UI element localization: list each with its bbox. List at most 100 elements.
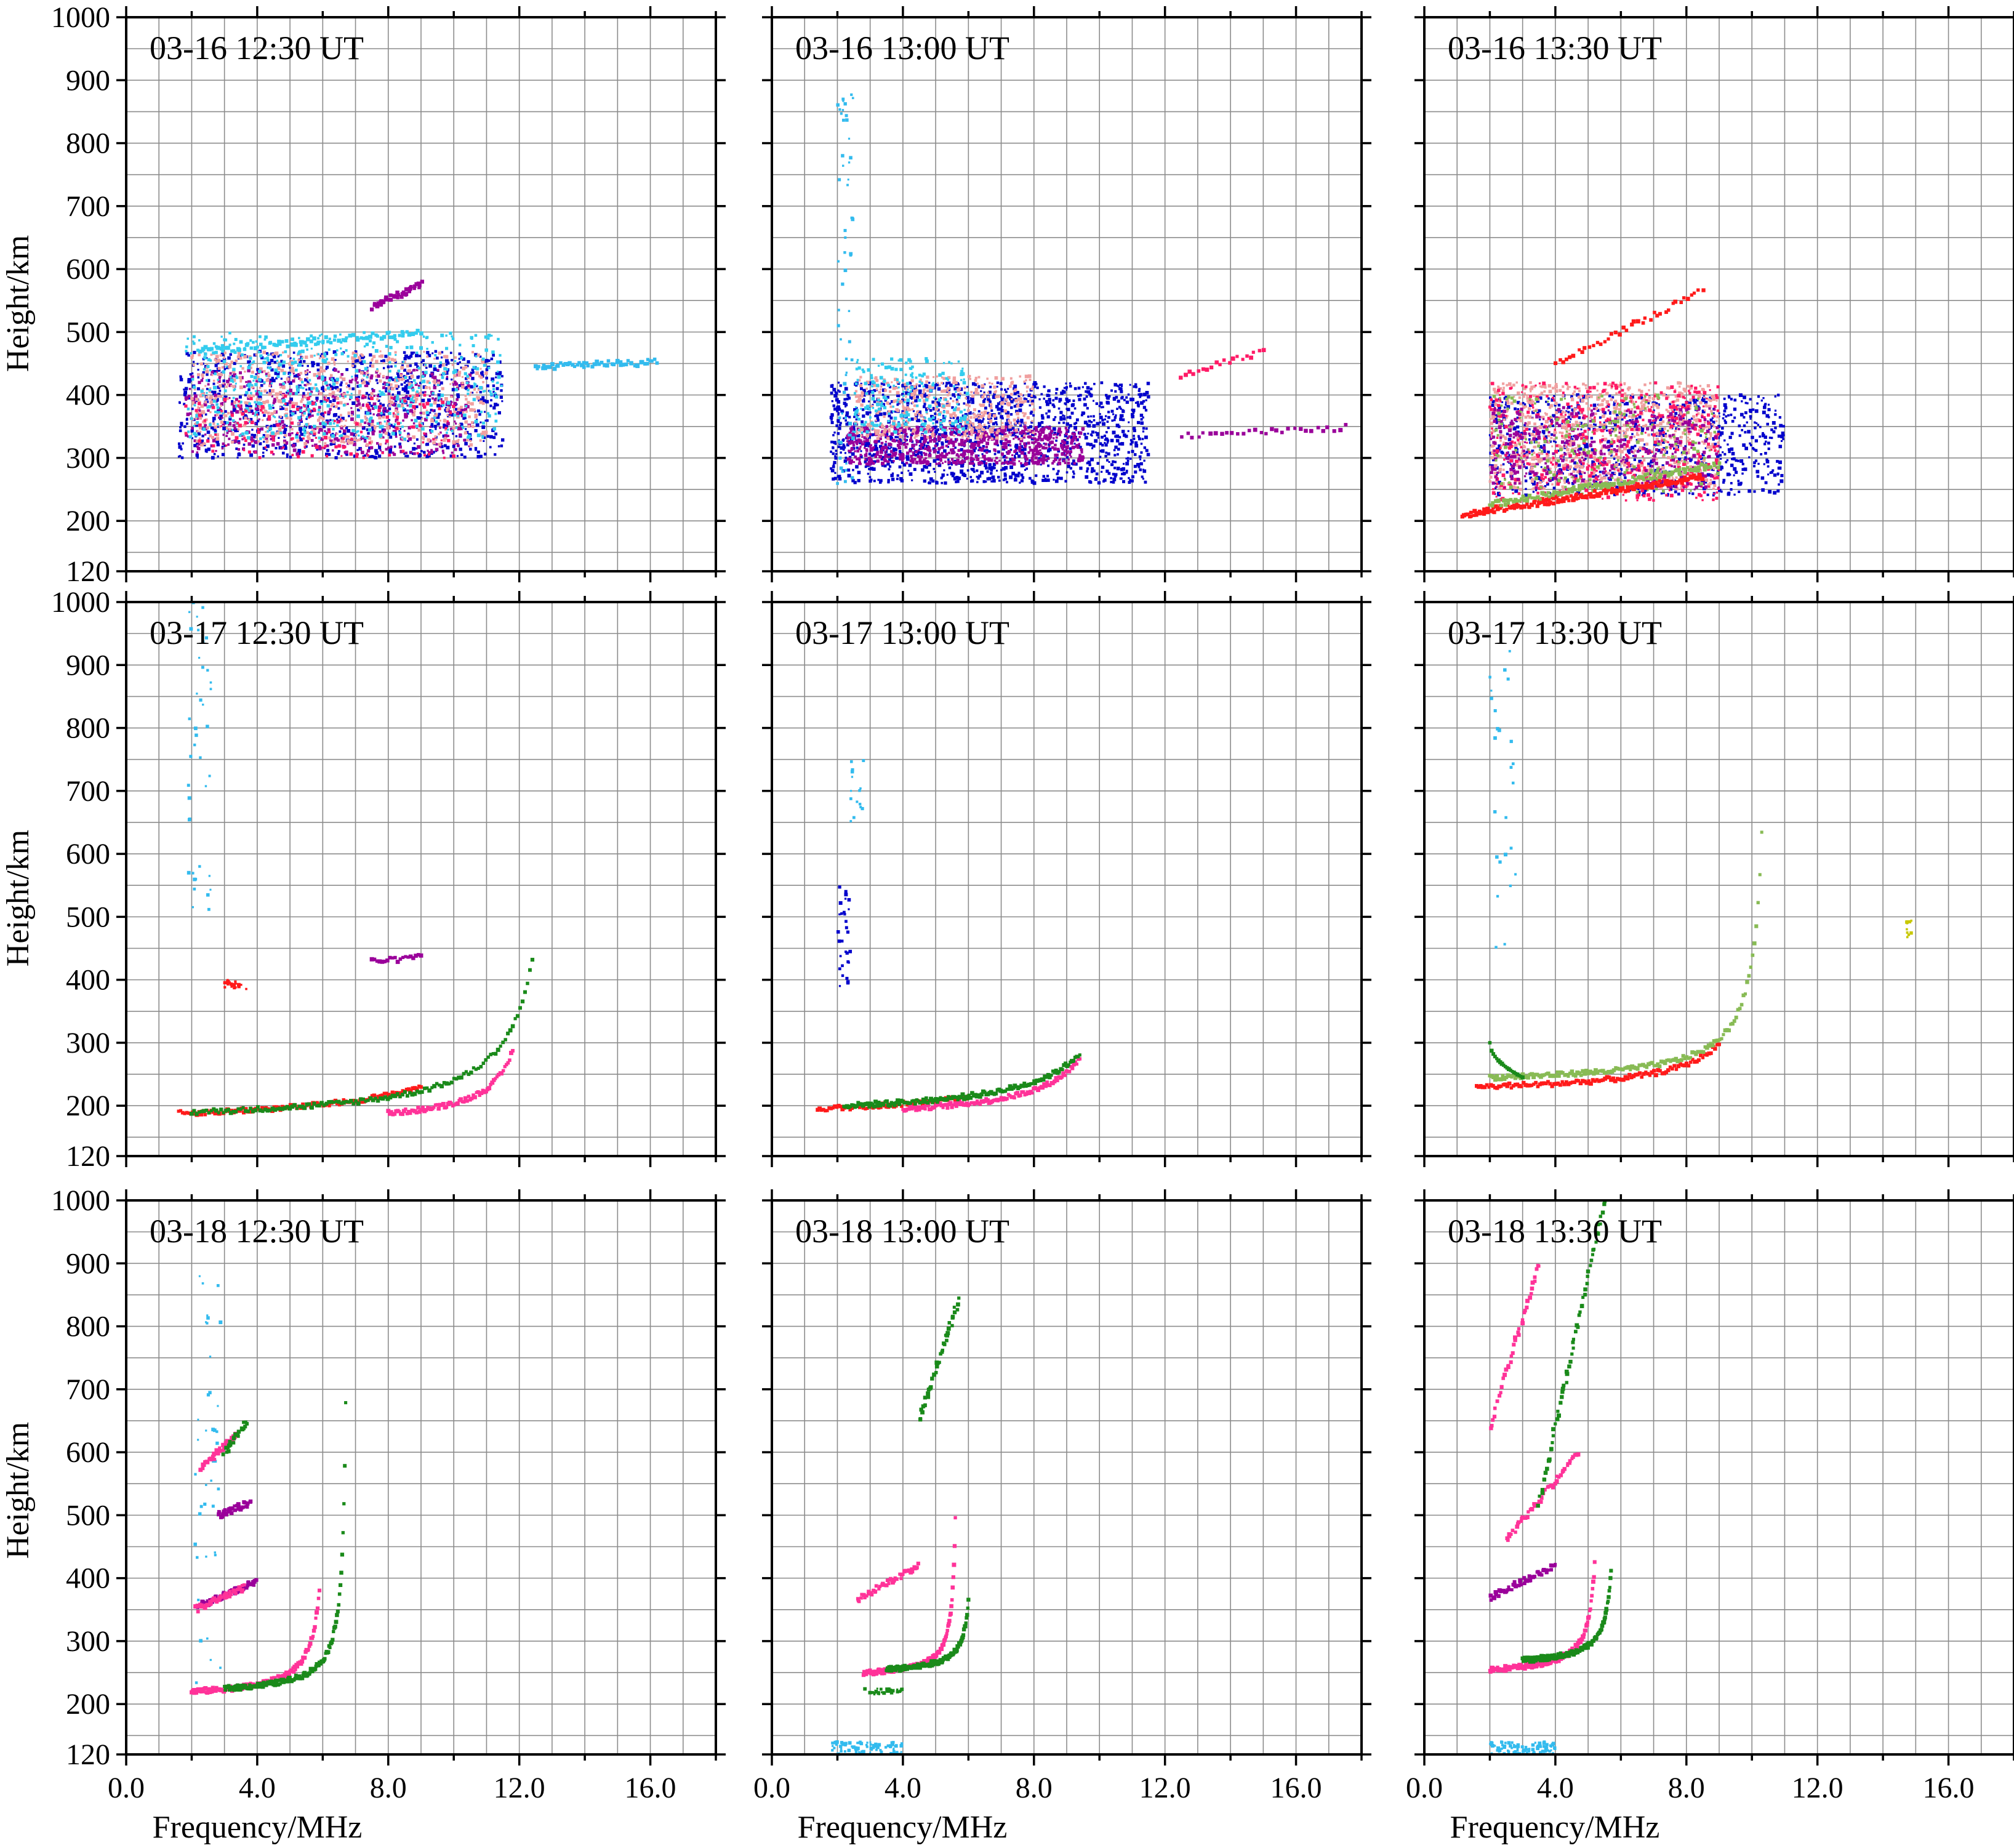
data-point [1137,463,1140,466]
data-point [299,350,302,353]
data-point [484,430,488,435]
data-point [365,403,369,408]
data-point [846,397,849,401]
data-point [1115,439,1120,443]
data-point [277,355,279,358]
data-point [184,396,188,400]
data-point [900,479,904,483]
data-point [1073,432,1076,435]
data-point [200,362,203,366]
data-point [403,399,407,403]
data-point [331,449,334,452]
data-point [378,446,382,450]
data-point [451,337,455,340]
data-point [275,377,278,380]
data-point [988,463,992,467]
data-point [251,440,253,443]
data-point [283,443,287,447]
data-point [388,352,391,356]
data-point [973,458,976,461]
data-point [282,394,286,398]
data-point [1083,433,1086,436]
data-point [185,352,189,356]
data-point [301,450,305,454]
data-point [385,387,388,390]
data-point [929,409,933,412]
data-point [1135,385,1137,388]
data-point [345,426,348,430]
data-point [998,479,1001,482]
data-point [307,401,311,405]
data-point [845,419,847,422]
data-point [198,437,201,440]
data-point [363,345,366,348]
data-point [388,293,393,297]
data-point [374,349,379,353]
data-point [247,442,252,446]
data-point [326,444,329,448]
data-point [193,350,196,355]
data-point [279,383,282,386]
data-point [422,335,425,338]
data-point [418,424,422,427]
data-point [1081,386,1084,388]
data-point [881,393,885,396]
data-point [329,419,332,422]
data-point [966,469,969,472]
data-point [304,370,307,372]
data-point [283,428,287,432]
data-point [484,411,486,413]
data-point [919,451,923,454]
data-point [934,384,937,386]
data-point [195,416,198,419]
data-point [334,368,337,372]
data-point [379,404,382,408]
data-point [356,449,359,451]
data-point [212,417,216,420]
data-point [1140,418,1143,421]
data-point [337,444,342,448]
data-point [484,419,487,422]
data-point [428,364,433,368]
data-point [872,462,875,465]
data-point [877,478,880,481]
data-point [897,394,901,398]
data-point [360,361,364,365]
data-point [336,418,339,421]
data-point [269,434,272,437]
data-point [419,355,422,358]
data-point [470,421,474,424]
data-point [1115,424,1120,428]
data-point [439,400,441,402]
data-point [866,441,870,446]
data-point [864,460,867,463]
data-point [315,396,319,400]
data-point [423,432,425,435]
data-point [1121,409,1124,412]
data-point [950,472,954,476]
data-point [209,359,212,362]
data-point [334,353,338,356]
data-point [365,342,369,347]
data-point [838,427,841,430]
data-point [369,412,372,415]
data-point [1107,416,1110,419]
data-point [1121,430,1125,433]
data-point [1006,395,1010,399]
data-point [331,433,334,435]
data-point [451,359,454,362]
data-point [255,398,259,401]
data-point [407,382,412,386]
data-point [266,444,270,448]
data-point [388,297,393,302]
data-point [885,425,889,428]
data-point [424,386,428,390]
data-point [1070,411,1074,415]
data-point [451,388,455,392]
data-point [1049,441,1053,444]
data-point [239,410,243,414]
data-point [1128,421,1130,424]
data-point [867,472,870,475]
data-point [280,447,283,450]
data-point [193,404,196,407]
